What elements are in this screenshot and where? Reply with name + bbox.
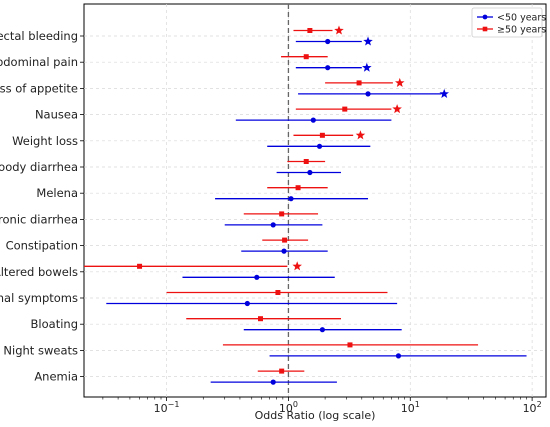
x-tick-label: 10−1 [154, 400, 180, 415]
legend-marker [482, 26, 488, 32]
point-marker [279, 368, 285, 374]
significance-star [334, 25, 344, 35]
y-tick-label: Altered bowels [0, 265, 78, 279]
point-marker [258, 316, 264, 322]
significance-star [395, 77, 405, 87]
legend-marker [482, 14, 488, 20]
plot-frame [83, 3, 547, 398]
y-tick-label: Chronic diarrhea [0, 212, 78, 226]
point-marker [254, 274, 260, 280]
y-tick-label: Rectal bleeding [0, 29, 78, 43]
x-axis: 10−1 100 101 102 [102, 397, 542, 415]
y-axis: Rectal bleeding Abdominal pain Loss of app… [0, 29, 84, 384]
point-marker [307, 28, 313, 33]
x-tick-label: 101 [401, 400, 420, 415]
point-marker [303, 159, 309, 164]
point-marker [270, 379, 276, 385]
x-tick-label: 100 [279, 400, 298, 415]
point-marker [347, 342, 353, 348]
point-marker [310, 117, 316, 123]
y-tick-label: Weight loss [12, 134, 78, 148]
y-tick-label: Night sweats [3, 343, 78, 357]
point-marker [325, 38, 331, 45]
point-marker [244, 300, 250, 307]
significance-star [439, 88, 449, 98]
point-marker [288, 196, 294, 202]
point-marker [279, 211, 285, 217]
significance-star [363, 36, 373, 46]
point-marker [319, 132, 325, 138]
series-layer [84, 25, 527, 385]
grid [84, 4, 546, 397]
point-marker [325, 65, 331, 71]
point-marker [275, 290, 281, 295]
x-axis-title: Odds Ratio (log scale) [255, 409, 376, 422]
y-tick-label: Constipation [6, 239, 78, 253]
legend-box [471, 7, 543, 38]
point-marker [316, 143, 323, 149]
legend-label: ≥50 years [497, 25, 546, 36]
y-tick-label: Nausea [35, 108, 78, 122]
point-marker [356, 80, 362, 86]
point-marker [303, 54, 309, 60]
significance-star [362, 62, 372, 72]
x-tick-label: 102 [523, 400, 542, 415]
point-marker [281, 248, 287, 254]
legend: <50 years≥50 years [471, 7, 546, 38]
point-marker [342, 106, 348, 112]
y-tick-label: Anal symptoms [0, 291, 78, 305]
point-marker [270, 222, 276, 228]
point-marker [307, 169, 313, 176]
y-tick-label: Loss of appetite [0, 81, 78, 95]
point-marker [395, 353, 402, 359]
point-marker [295, 185, 301, 191]
legend-label: <50 years [497, 13, 546, 24]
point-marker [319, 327, 325, 333]
point-marker [282, 237, 288, 243]
y-tick-label: Bloody diarrhea [0, 160, 78, 174]
significance-star [392, 104, 402, 114]
point-marker [137, 263, 143, 269]
point-marker [365, 91, 371, 97]
significance-star [292, 261, 302, 271]
y-tick-label: Melena [36, 186, 78, 200]
significance-star [355, 130, 366, 140]
y-tick-label: Abdominal pain [0, 55, 78, 69]
y-tick-label: Anemia [34, 370, 78, 384]
y-tick-label: Bloating [31, 317, 78, 331]
